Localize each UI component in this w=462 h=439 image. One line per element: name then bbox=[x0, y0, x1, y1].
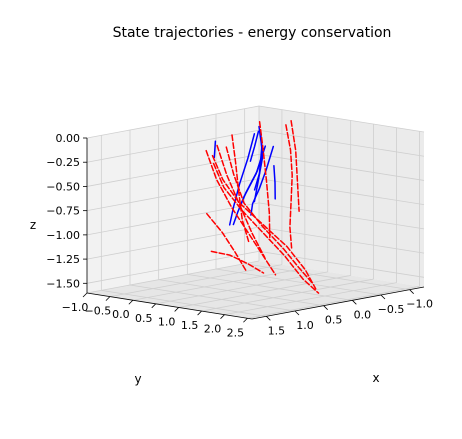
y-tick-label: 1.5 bbox=[181, 319, 199, 332]
z-tick-label: −1.50 bbox=[46, 277, 80, 290]
z-tick-label: −1.00 bbox=[46, 229, 80, 242]
x-tick-mark bbox=[266, 316, 271, 321]
y-tick-label: 2.5 bbox=[227, 326, 245, 339]
z-tick-label: −1.25 bbox=[46, 253, 80, 266]
z-axis-label: z bbox=[30, 218, 36, 232]
z-tick-label: −0.50 bbox=[46, 180, 80, 193]
pane-floor bbox=[87, 261, 424, 319]
grid-line-z bbox=[258, 250, 425, 278]
z-tick-label: −0.75 bbox=[46, 205, 80, 218]
y-axis-label: y bbox=[134, 372, 141, 386]
y-tick-label: 1.0 bbox=[158, 315, 176, 328]
x-tick-label: 1.0 bbox=[296, 319, 314, 332]
grid-line-y bbox=[109, 264, 282, 298]
grid-line-y bbox=[155, 271, 328, 305]
tick-labels: −1.0−0.50.00.51.01.5−1.0−0.5 0.0 0.5 1.0 1.5… bbox=[46, 132, 433, 339]
trajectory-dashed-line bbox=[231, 134, 250, 243]
x-axis-line bbox=[251, 286, 425, 320]
x-tick-label: −1.0 bbox=[406, 298, 433, 311]
y-tick-label: 0.0 bbox=[112, 308, 130, 321]
grid-line-y bbox=[224, 282, 397, 316]
x-tick-label: 0.5 bbox=[325, 314, 343, 327]
grid-line-y bbox=[86, 260, 260, 294]
grid-line-y bbox=[178, 275, 351, 308]
grid-line-z bbox=[86, 202, 260, 236]
x-tick-label: 1.5 bbox=[268, 324, 286, 337]
y-tick-mark bbox=[197, 310, 202, 316]
grid-line-z bbox=[86, 250, 260, 284]
x-tick-mark bbox=[352, 300, 357, 305]
y-tick-label: 0.5 bbox=[135, 312, 153, 325]
grid-line-z bbox=[86, 129, 260, 163]
y-tick-label: −0.5 bbox=[85, 305, 112, 318]
trajectory-dashed-line bbox=[212, 162, 320, 294]
z-tick-label: −0.25 bbox=[46, 156, 80, 169]
trajectory-solid-line bbox=[273, 164, 276, 200]
y-tick-mark bbox=[105, 296, 111, 301]
x-tick-label: −0.5 bbox=[378, 303, 405, 316]
grid-line-z bbox=[258, 226, 425, 254]
x-tick-mark bbox=[380, 294, 386, 300]
trajectory-solid-line bbox=[253, 125, 263, 191]
y-tick-mark bbox=[243, 317, 248, 323]
y-tick-mark bbox=[151, 303, 157, 309]
x-tick-mark bbox=[409, 289, 414, 294]
pane-back bbox=[259, 106, 424, 287]
z-tick-label: 0.00 bbox=[56, 132, 81, 145]
y-tick-label: 2.0 bbox=[204, 323, 222, 336]
y-tick-mark bbox=[82, 292, 88, 298]
x-tick-mark bbox=[323, 305, 328, 310]
trajectory-dashed-line bbox=[225, 146, 313, 284]
trajectory-dashed-line bbox=[206, 212, 248, 273]
x-tick-mark bbox=[294, 310, 300, 316]
grid-line-y bbox=[201, 278, 374, 312]
trajectory-dashed-line bbox=[285, 124, 293, 249]
grid-line-z bbox=[86, 105, 260, 139]
x-tick-label: 0.0 bbox=[354, 308, 372, 321]
y-tick-mark bbox=[128, 299, 134, 305]
trajectory-dashed-line bbox=[205, 149, 277, 276]
grid-line-z bbox=[258, 154, 425, 181]
grid-line-z bbox=[258, 129, 425, 157]
y-tick-label: −1.0 bbox=[62, 301, 89, 314]
grid-line-z bbox=[258, 202, 425, 230]
y-tick-mark bbox=[220, 314, 225, 319]
grid-line-z bbox=[86, 226, 260, 260]
trajectory-solid-line bbox=[249, 130, 260, 162]
trajectory-dashed-line bbox=[290, 119, 300, 212]
grid-lines bbox=[86, 105, 425, 319]
y-tick-mark bbox=[174, 307, 179, 312]
chart-title: State trajectories - energy conservation bbox=[113, 25, 392, 41]
grid-line-z bbox=[258, 105, 425, 133]
trajectory-solid-line bbox=[213, 140, 217, 159]
grid-line-z bbox=[258, 178, 425, 206]
x-axis-label: x bbox=[372, 371, 379, 385]
trajectory-solid-line bbox=[250, 145, 275, 216]
trajectory-solid-line bbox=[228, 133, 256, 226]
trajectory-dashed-line bbox=[211, 154, 317, 290]
trajectory-group bbox=[205, 119, 320, 294]
grid-line-y bbox=[247, 285, 420, 319]
trajectory-dashed-line bbox=[258, 121, 271, 241]
grid-line-y bbox=[132, 267, 305, 301]
trajectory-dashed-line bbox=[216, 144, 266, 259]
